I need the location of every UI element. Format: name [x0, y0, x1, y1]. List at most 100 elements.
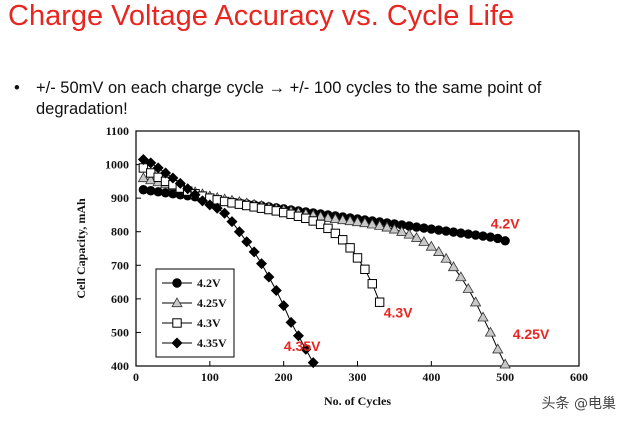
data-point-4-35v: [241, 236, 253, 248]
y-axis-label: Cell Capacity, mAh: [74, 198, 88, 299]
data-point-4-25v: [337, 214, 349, 225]
data-point-4-25v: [145, 174, 157, 185]
data-point-4-35v: [278, 300, 290, 312]
data-point-4-3v: [352, 253, 363, 263]
y-tick-label: 900: [111, 191, 129, 205]
y-tick-label: 700: [111, 258, 129, 272]
data-point-4-25v: [492, 343, 504, 354]
legend-marker-4-25v: [171, 297, 183, 308]
x-axis-label: No. of Cycles: [324, 394, 391, 408]
data-point-4-25v: [137, 172, 150, 183]
data-point-4-25v: [388, 223, 401, 234]
y-tick-label: 800: [111, 225, 129, 239]
data-point-4-2v: [500, 236, 510, 246]
data-point-4-3v: [330, 228, 341, 239]
data-point-4-25v: [403, 228, 415, 239]
legend-marker-4-35v: [171, 337, 183, 349]
x-tick-label: 300: [349, 370, 367, 384]
legend-label-4-2v: 4.2V: [197, 276, 221, 290]
bullet-dot: •: [14, 79, 20, 97]
data-point-4-25v: [477, 311, 489, 322]
annotation-4-35v: 4.35V: [284, 338, 321, 354]
watermark: 头条 @电巢: [541, 396, 616, 412]
data-point-4-35v: [263, 271, 275, 283]
data-point-4-3v: [338, 235, 348, 245]
data-point-4-35v: [160, 167, 172, 179]
data-point-4-35v: [145, 157, 157, 169]
data-point-4-35v: [226, 216, 238, 228]
data-point-4-25v: [381, 221, 393, 232]
x-tick-label: 500: [496, 370, 514, 384]
x-tick-label: 100: [201, 370, 219, 384]
data-point-4-25v: [425, 240, 438, 251]
data-point-4-35v: [182, 183, 194, 195]
y-tick-label: 400: [111, 359, 129, 373]
data-point-4-35v: [270, 284, 282, 296]
x-tick-label: 0: [133, 370, 139, 384]
data-point-4-25v: [418, 235, 430, 246]
chart-legend: 4.2V 4.25V 4.3V 4.35V: [155, 268, 235, 358]
data-point-4-35v: [196, 195, 208, 207]
y-tick-label: 600: [111, 292, 129, 306]
data-point-4-3v: [360, 264, 370, 275]
data-point-4-3v: [345, 243, 355, 253]
x-tick-label: 200: [275, 370, 293, 384]
y-tick-label: 1100: [106, 124, 129, 138]
data-point-4-25v: [484, 326, 497, 337]
data-point-4-25v: [322, 212, 334, 223]
data-point-4-35v: [152, 162, 164, 174]
bullet-text-line2: degradation!: [36, 100, 128, 118]
series-4-35v: [137, 154, 319, 369]
data-point-4-35v: [204, 199, 216, 211]
data-point-4-25v: [462, 282, 474, 293]
chart-annotations: 4.2V 4.3V 4.25V 4.35V: [284, 215, 550, 354]
data-point-4-35v: [256, 258, 268, 270]
data-point-4-35v: [174, 177, 186, 189]
data-point-4-35v: [307, 357, 319, 369]
y-tick-label: 1000: [105, 158, 129, 172]
data-point-4-25v: [351, 216, 364, 227]
data-point-4-35v: [137, 154, 149, 166]
data-point-4-35v: [292, 330, 304, 342]
data-point-4-25v: [447, 261, 460, 272]
data-point-4-25v: [359, 217, 371, 228]
annotation-4-3v: 4.3V: [384, 304, 413, 320]
data-point-4-35v: [211, 202, 223, 214]
data-point-4-25v: [396, 225, 408, 236]
data-point-4-3v: [367, 279, 377, 289]
slide-title: Charge Voltage Accuracy vs. Cycle Life: [8, 0, 515, 32]
data-point-4-35v: [248, 246, 260, 258]
data-point-4-25v: [344, 215, 356, 226]
data-point-4-3v: [323, 223, 333, 234]
legend-marker-4-3v: [172, 318, 182, 328]
y-tick-label: 500: [111, 325, 129, 339]
legend-label-4-3v: 4.3V: [197, 316, 221, 330]
data-point-4-35v: [167, 172, 179, 184]
annotation-4-2v: 4.2V: [491, 215, 520, 231]
data-point-4-3v: [374, 297, 385, 307]
x-tick-label: 600: [570, 370, 588, 384]
annotation-4-25v: 4.25V: [513, 326, 550, 342]
bullet-text-line1: +/- 50mV on each charge cycle → +/- 100 …: [36, 79, 542, 97]
legend-marker-4-2v: [172, 278, 182, 288]
legend-label-4-35v: 4.35V: [197, 336, 227, 350]
data-point-4-25v: [440, 252, 452, 263]
chart-series: [137, 154, 511, 369]
chart-axes: 0 100 200 300 400 500 600 400 500 600 700 800 900 100…: [74, 124, 588, 408]
data-point-4-25v: [469, 296, 482, 307]
legend-box: [155, 268, 235, 358]
x-tick-label: 400: [422, 370, 440, 384]
data-point-4-25v: [455, 271, 467, 282]
data-point-4-35v: [219, 207, 231, 219]
data-point-4-25v: [499, 358, 511, 369]
data-point-4-25v: [373, 219, 386, 230]
data-point-4-35v: [233, 226, 245, 238]
data-point-4-25v: [433, 246, 445, 256]
legend-label-4-25v: 4.25V: [197, 296, 227, 310]
data-point-4-35v: [300, 343, 312, 355]
data-point-4-25v: [329, 213, 342, 224]
data-point-4-35v: [285, 316, 297, 328]
data-point-4-25v: [410, 231, 423, 242]
data-point-4-35v: [189, 189, 201, 201]
